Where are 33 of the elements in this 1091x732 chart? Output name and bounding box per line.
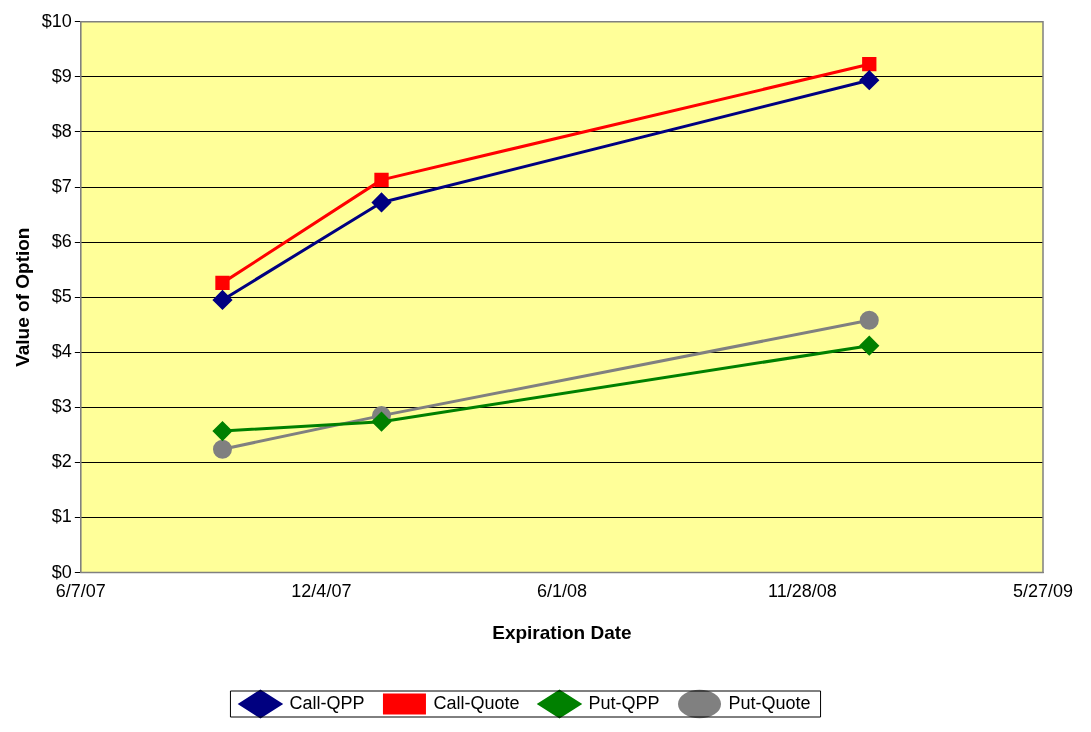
point [859, 310, 879, 330]
x-tick-label: 12/4/07 [291, 581, 352, 602]
legend-label: Call-Quote [433, 692, 520, 713]
point [859, 336, 879, 356]
x-tick-label: 6/7/07 [55, 581, 106, 602]
point [372, 192, 392, 212]
y-tick-label: $2 [51, 451, 72, 472]
y-tick-label: $4 [51, 341, 72, 362]
x-tick-label: 6/1/08 [536, 581, 587, 602]
y-tick-label: $1 [51, 506, 72, 527]
y-tick-label: $10 [41, 10, 72, 31]
legend-label: Call-QPP [289, 692, 365, 713]
point [859, 70, 879, 90]
legend-label: Put-Quote [728, 692, 811, 713]
point [212, 290, 232, 310]
point [374, 172, 389, 188]
y-axis-title: Value of Option [11, 227, 33, 367]
point [212, 421, 232, 441]
point [862, 57, 877, 72]
x-tick-label: 11/28/08 [768, 581, 837, 602]
y-tick-label: $9 [51, 65, 72, 86]
legend-label: Put-QPP [588, 692, 660, 713]
y-tick-label: $5 [51, 286, 72, 307]
point [215, 275, 230, 291]
y-tick-label: $3 [51, 396, 72, 417]
x-tick-label: 5/27/09 [1012, 581, 1074, 602]
y-tick-label: $7 [51, 176, 72, 197]
point [372, 412, 392, 432]
y-tick-label: $8 [51, 120, 72, 141]
y-tick-label: $0 [51, 561, 72, 582]
y-tick-label: $6 [51, 231, 72, 252]
point [212, 439, 232, 459]
x-axis-title: Expiration Date [492, 621, 632, 643]
